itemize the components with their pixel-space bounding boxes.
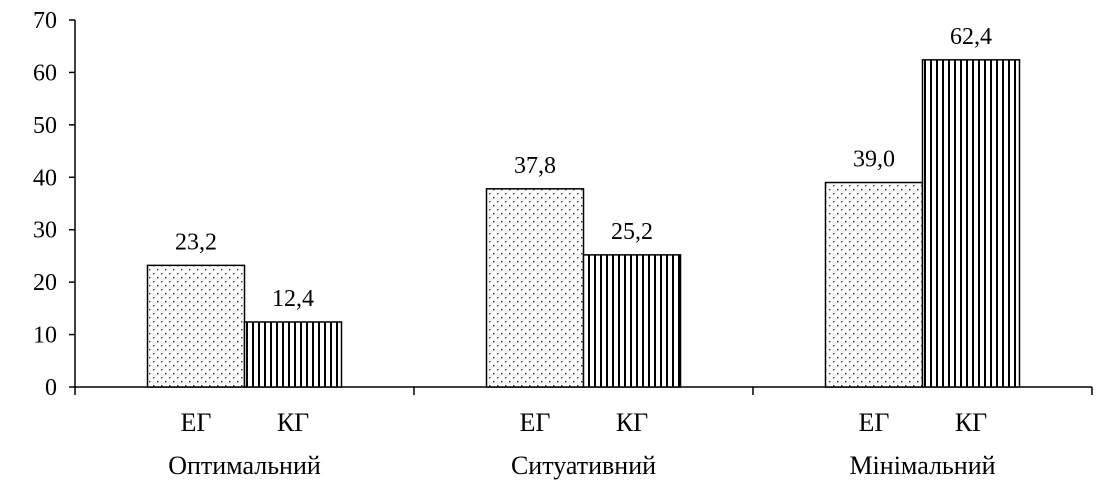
bar-КГ-Ситуативний [582, 254, 682, 388]
labels: 23,2 ЕГ 12,4 КГ Оптимальний 37,8 ЕГ 25,2 КГ Ситуа… [168, 24, 995, 480]
data-label: 23,2 [175, 229, 217, 255]
series-label: ЕГ [859, 408, 890, 437]
series-label: КГ [955, 408, 987, 437]
series-label: ЕГ [181, 408, 212, 437]
series-label: КГ [277, 408, 309, 437]
bar-КГ-Мінімальний [921, 59, 1021, 388]
data-label: 37,8 [514, 153, 556, 179]
category-label: Ситуативний [511, 451, 656, 480]
category-label: Оптимальний [168, 451, 321, 480]
y-tick-label: 40 [33, 165, 57, 191]
data-label: 25,2 [611, 219, 653, 245]
data-label: 39,0 [853, 147, 895, 173]
data-label: 62,4 [950, 24, 992, 50]
bar-ЕГ-Оптимальний [146, 264, 246, 388]
y-tick-label: 70 [33, 8, 57, 34]
bar-КГ-Оптимальний [243, 321, 343, 388]
y-tick-label: 20 [33, 270, 57, 296]
y-tick-label: 0 [45, 375, 57, 401]
series-label: КГ [616, 408, 648, 437]
bar-ЕГ-Ситуативний [485, 188, 585, 388]
category-label: Мінімальний [849, 451, 995, 480]
y-tick-label: 60 [33, 60, 57, 86]
bars [146, 59, 1021, 388]
y-tick-label: 10 [33, 323, 57, 349]
bar-ЕГ-Мінімальний [824, 181, 924, 388]
data-label: 12,4 [272, 286, 314, 312]
y-tick-label: 50 [33, 113, 57, 139]
y-tick-label: 30 [33, 218, 57, 244]
series-label: ЕГ [520, 408, 551, 437]
